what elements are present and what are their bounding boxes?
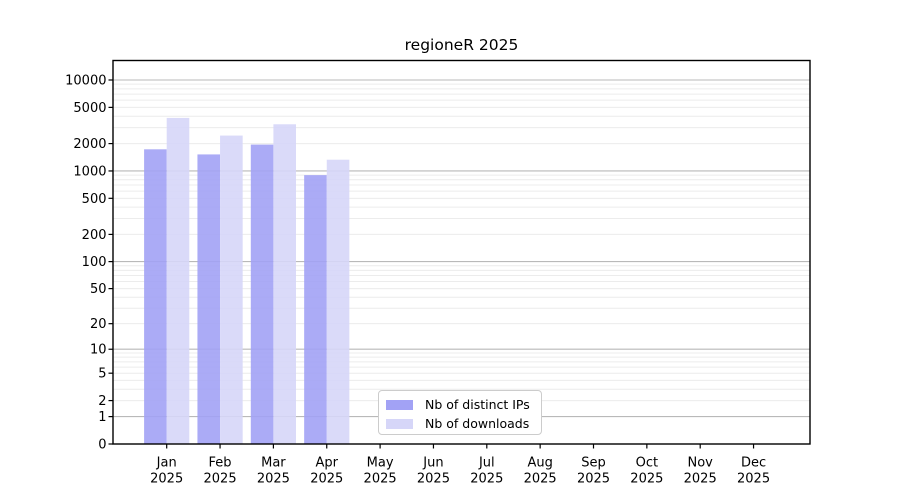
x-tick-label-year: 2025 [524, 472, 557, 487]
x-tick-label-year: 2025 [737, 472, 770, 487]
tick-labels: 012510205010020050010002000500010000Jan2… [65, 73, 770, 486]
x-tick-label-year: 2025 [364, 472, 397, 487]
x-tick-label-year: 2025 [684, 472, 717, 487]
y-tick-label: 200 [82, 228, 107, 243]
chart-title: regioneR 2025 [404, 36, 519, 54]
bar-downloads-jan [166, 117, 190, 445]
legend-label-downloads: Nb of downloads [425, 416, 530, 431]
y-tick-label: 5 [98, 367, 106, 382]
bar-distinct-ips-mar [250, 144, 274, 444]
bar-distinct-ips-apr [304, 175, 327, 444]
bar-downloads-feb [220, 135, 243, 444]
legend-swatch-downloads [386, 418, 413, 429]
bar-downloads-apr [326, 159, 350, 444]
y-tick-label: 1 [98, 410, 106, 425]
y-tick-label: 10 [90, 343, 107, 358]
y-tick-label: 50 [90, 282, 107, 297]
axes-frame [112, 59, 811, 445]
x-tick-label-month: Jul [478, 456, 495, 471]
bars-group [144, 117, 350, 445]
x-tick-label-month: Jan [156, 456, 177, 471]
plot-frame [112, 59, 811, 445]
tick-marks [108, 79, 755, 449]
x-tick-label-month: Sep [581, 456, 606, 471]
y-tick-label: 2000 [73, 137, 106, 152]
y-tick-label: 0 [98, 438, 106, 453]
x-tick-label-year: 2025 [417, 472, 450, 487]
x-tick-label-year: 2025 [470, 472, 503, 487]
x-tick-label-year: 2025 [204, 472, 237, 487]
y-tick-label: 500 [82, 192, 107, 207]
y-tick-label: 1000 [73, 164, 106, 179]
x-tick-label-month: Oct [636, 456, 658, 471]
y-tick-label: 100 [82, 255, 107, 270]
bar-downloads-mar [273, 124, 296, 444]
x-tick-label-month: Aug [527, 456, 552, 471]
legend: Nb of distinct IPs Nb of downloads [378, 390, 542, 435]
legend-item-downloads: Nb of downloads [386, 415, 541, 432]
legend-label-distinct-ips: Nb of distinct IPs [425, 397, 530, 412]
y-tick-label: 10000 [65, 73, 106, 88]
x-tick-label-year: 2025 [257, 472, 290, 487]
x-tick-label-year: 2025 [630, 472, 663, 487]
x-tick-label-month: Feb [209, 456, 232, 471]
bar-distinct-ips-jan [144, 149, 167, 444]
x-tick-label-year: 2025 [577, 472, 610, 487]
x-tick-label-month: Jun [422, 456, 443, 471]
x-tick-label-month: Apr [316, 456, 339, 471]
y-tick-label: 20 [90, 317, 107, 332]
x-tick-label-month: May [367, 456, 394, 471]
legend-swatch-distinct-ips [386, 399, 413, 410]
legend-item-distinct-ips: Nb of distinct IPs [386, 396, 541, 413]
x-tick-label-month: Dec [741, 456, 766, 471]
y-tick-label: 5000 [73, 101, 106, 116]
x-tick-label-month: Nov [688, 456, 714, 471]
x-tick-label-year: 2025 [310, 472, 343, 487]
x-tick-label-year: 2025 [150, 472, 183, 487]
y-tick-label: 2 [98, 394, 106, 409]
x-tick-label-month: Mar [261, 456, 286, 471]
bar-distinct-ips-feb [197, 154, 221, 444]
